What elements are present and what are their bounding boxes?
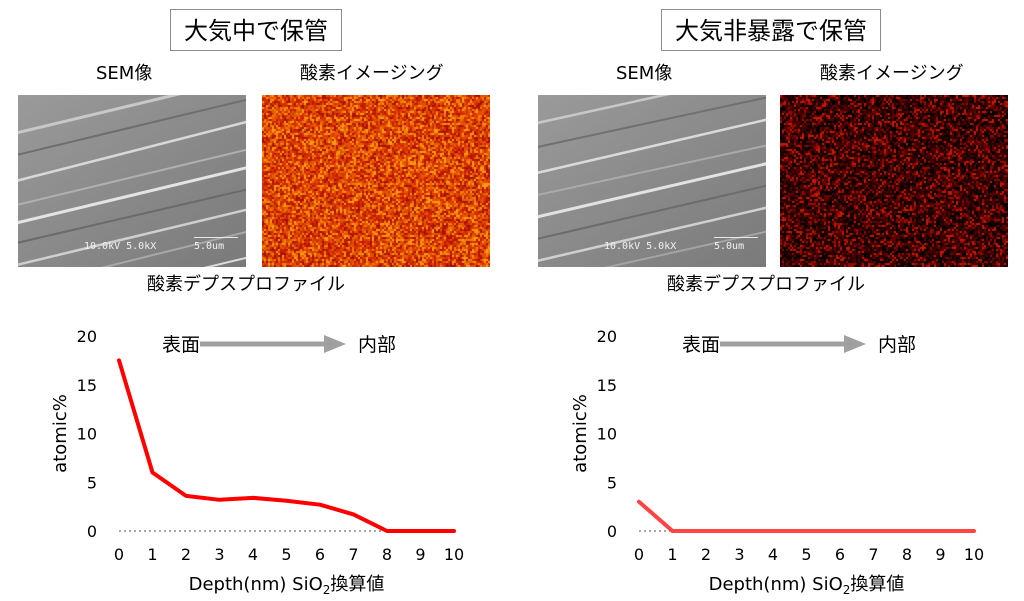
x-tick-label: 1 [667, 545, 677, 564]
sem-texture [18, 95, 246, 267]
interior-annotation: 内部 [878, 334, 916, 356]
y-tick-label: 5 [607, 473, 617, 492]
panel-air-storage: 大気中で保管 SEM像 酸素イメージング 10.0kV [18, 9, 490, 597]
oxygen-map-noise [780, 95, 1008, 267]
sem-image: 10.0kV 5.0kX 5.0um [18, 95, 246, 267]
x-axis-label: Depth(nm) SiO2換算値 [189, 574, 385, 597]
direction-arrow-head [324, 335, 346, 353]
scale-bar [194, 237, 238, 238]
sem-caption: 10.0kV 5.0kX [604, 241, 677, 252]
x-tick-label: 0 [114, 545, 124, 564]
y-axis-label: atomic% [570, 394, 591, 473]
y-tick-label: 0 [87, 522, 97, 541]
x-tick-label: 9 [415, 545, 425, 564]
sem-image: 10.0kV 5.0kX 5.0um [538, 95, 766, 267]
interior-annotation: 内部 [358, 334, 396, 356]
x-tick-label: 4 [248, 545, 258, 564]
scale-bar [714, 237, 758, 238]
oxygen-imaging-label: 酸素イメージング [820, 63, 964, 84]
x-tick-label: 3 [734, 545, 744, 564]
sem-scale-label: 5.0um [714, 241, 745, 252]
x-tick-label: 6 [835, 545, 845, 564]
y-tick-label: 0 [607, 522, 617, 541]
y-tick-label: 10 [597, 425, 617, 444]
oxygen-map-noise [262, 95, 490, 267]
depth-profile-chart: 0 5 10 15 20 0 1 2 3 4 5 6 7 8 9 10 atomic% Depth(nm) SiO… [50, 327, 464, 597]
x-tick-label: 2 [181, 545, 191, 564]
x-tick-label: 8 [382, 545, 392, 564]
surface-annotation: 表面 [682, 334, 720, 356]
y-tick-label: 20 [597, 327, 617, 346]
y-tick-label: 20 [77, 327, 97, 346]
condition-title: 大気中で保管 [170, 9, 342, 51]
x-tick-label: 7 [348, 545, 358, 564]
y-tick-label: 5 [87, 473, 97, 492]
sem-label: SEM像 [96, 63, 153, 84]
series-line [117, 358, 456, 533]
oxygen-map-image [262, 95, 490, 267]
sem-label: SEM像 [616, 63, 673, 84]
x-tick-label: 8 [902, 545, 912, 564]
x-tick-label: 9 [935, 545, 945, 564]
x-axis-label: Depth(nm) SiO2換算値 [709, 574, 905, 597]
series-line [637, 499, 976, 533]
x-tick-label: 10 [964, 545, 984, 564]
oxygen-map-image [780, 95, 1008, 267]
direction-arrow-head [844, 335, 866, 353]
panel-non-exposed-storage: 大気非暴露で保管 SEM像 酸素イメージング 10.0kV 5.0kX 5.0u… [520, 0, 1024, 601]
y-axis-label: atomic% [50, 394, 71, 473]
sem-texture [538, 95, 766, 267]
x-tick-label: 4 [768, 545, 778, 564]
x-tick-label: 5 [801, 545, 811, 564]
x-tick-label: 6 [315, 545, 325, 564]
condition-title: 大気非暴露で保管 [661, 9, 881, 51]
sem-caption: 10.0kV 5.0kX [84, 241, 157, 252]
oxygen-imaging-label: 酸素イメージング [300, 63, 444, 84]
depth-profile-chart: 0 5 10 15 20 0 1 2 3 4 5 6 7 8 9 10 atomic% Depth(nm) SiO… [570, 327, 984, 597]
x-tick-label: 2 [701, 545, 711, 564]
depth-profile-title: 酸素デプスプロファイル [667, 274, 865, 295]
x-tick-label: 5 [281, 545, 291, 564]
surface-annotation: 表面 [162, 334, 200, 356]
y-tick-label: 10 [77, 425, 97, 444]
x-tick-label: 10 [444, 545, 464, 564]
y-tick-label: 15 [597, 376, 617, 395]
x-tick-label: 3 [214, 545, 224, 564]
depth-profile-title: 酸素デプスプロファイル [147, 274, 345, 295]
x-tick-label: 0 [634, 545, 644, 564]
x-tick-label: 7 [868, 545, 878, 564]
x-tick-label: 1 [147, 545, 157, 564]
sem-scale-label: 5.0um [194, 241, 225, 252]
y-tick-label: 15 [77, 376, 97, 395]
